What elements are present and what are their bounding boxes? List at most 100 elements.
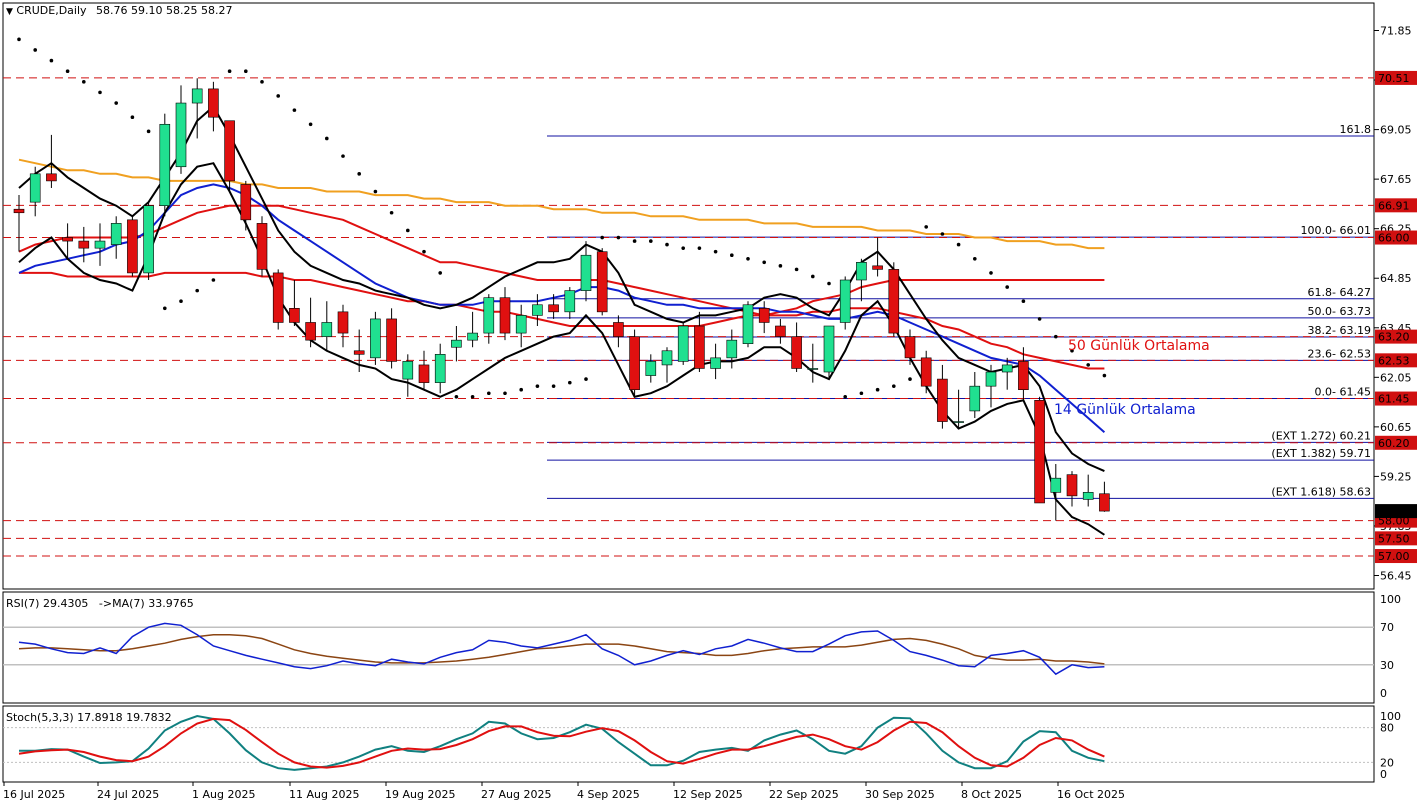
- candle-bull: [807, 368, 819, 370]
- sar-dot: [33, 48, 37, 52]
- candle-bear: [62, 237, 73, 242]
- candle-bear: [613, 322, 624, 337]
- sar-dot: [600, 235, 604, 240]
- candle-bull: [467, 332, 478, 341]
- candle-bear: [499, 297, 511, 334]
- candle-bull: [645, 361, 657, 376]
- candle-bear: [224, 120, 235, 182]
- price-level-tag-label: 66.00: [1378, 232, 1410, 245]
- fib-level-label: 100.0- 66.01: [1301, 224, 1371, 237]
- candle-bull: [159, 123, 171, 206]
- sar-dot: [422, 249, 426, 254]
- price-level-tag-label: 63.20: [1378, 331, 1410, 344]
- sar-dot: [163, 306, 167, 311]
- sar-dot: [811, 274, 815, 279]
- sar-dot: [584, 377, 588, 381]
- candle-bear: [1018, 361, 1029, 391]
- sar-dot: [535, 384, 540, 388]
- price-tick-label: 59.25: [1380, 470, 1412, 483]
- candle-bull: [483, 297, 495, 334]
- candle-bear: [46, 173, 57, 182]
- sar-dot: [98, 90, 102, 95]
- price-level-tag-label: 60.20: [1378, 437, 1410, 450]
- sar-dot: [681, 246, 685, 250]
- sar-dot: [1021, 299, 1026, 304]
- candle-bull: [580, 254, 592, 291]
- candle-bear: [353, 350, 365, 355]
- sar-dot: [551, 384, 556, 388]
- rsi-tick-label: 100: [1380, 593, 1401, 606]
- rsi-tick-label: 30: [1380, 659, 1394, 672]
- candle-bear: [386, 318, 397, 362]
- ma50-annotation: 50 Günlük Ortalama: [1068, 338, 1210, 354]
- sar-dot: [276, 94, 281, 98]
- sar-dot: [146, 129, 151, 134]
- candle-bull: [175, 102, 187, 168]
- fib-level-label: 0.0- 61.45: [1315, 386, 1371, 399]
- candle-bull: [110, 223, 122, 245]
- collapse-triangle-icon[interactable]: ▼: [6, 7, 13, 17]
- sar-dot: [859, 391, 864, 396]
- candle-bear: [418, 364, 430, 383]
- rsi-label: RSI(7) 29.4305 ->MA(7) 33.9765: [6, 597, 194, 610]
- sar-dot: [843, 394, 847, 399]
- current-price-tag: [1375, 504, 1417, 519]
- price-level-tag-label: 61.45: [1378, 393, 1410, 406]
- sar-dot: [227, 69, 232, 73]
- sar-dot: [325, 136, 329, 141]
- candle-bear: [629, 336, 640, 391]
- sar-dot: [568, 380, 572, 385]
- ma14-line: [18, 183, 1106, 433]
- sar-dot: [519, 387, 523, 392]
- sar-dot: [892, 384, 896, 388]
- sar-dot: [195, 288, 199, 293]
- candle-bull: [94, 240, 106, 249]
- x-tick-label: 11 Aug 2025: [289, 788, 359, 801]
- sar-dot: [794, 267, 799, 272]
- sar-dot: [1086, 363, 1090, 367]
- sar-dot: [697, 246, 702, 250]
- ohlc-values: 58.76 59.10 58.25 58.27: [96, 4, 233, 17]
- sar-dot: [341, 154, 345, 158]
- stoch-tick-label: 20: [1380, 756, 1394, 769]
- price-level-tag: [1375, 198, 1417, 213]
- sar-dot: [179, 299, 183, 304]
- candle-bear: [920, 357, 932, 387]
- stoch-tick-label: 80: [1380, 722, 1394, 735]
- sar-dot: [292, 108, 297, 112]
- sar-dot: [82, 80, 86, 84]
- candle-bear: [758, 308, 770, 323]
- sar-dot: [778, 264, 783, 268]
- candle-bear: [888, 269, 900, 334]
- fib-level-label: 50.0- 63.73: [1308, 305, 1371, 318]
- candle-bear: [1099, 493, 1110, 512]
- price-level-tag-label: 62.53: [1378, 354, 1410, 367]
- candle-bull: [677, 325, 689, 362]
- candle-bear: [791, 336, 802, 369]
- symbol-label: CRUDE,Daily: [16, 4, 87, 17]
- candle-bear: [240, 184, 252, 221]
- sar-dot: [649, 239, 653, 243]
- candle-bull: [823, 325, 835, 373]
- price-level-tag: [1375, 329, 1417, 344]
- x-tick-label: 16 Jul 2025: [3, 788, 65, 801]
- price-tick-label: 60.65: [1380, 421, 1412, 434]
- sar-dot: [17, 37, 21, 42]
- sar-dot: [503, 391, 507, 396]
- candle-bull: [29, 173, 41, 203]
- sar-dot: [260, 80, 264, 84]
- candle-bull: [839, 279, 851, 323]
- stoch-d-line: [18, 717, 1105, 769]
- current-price-label: 58.27: [1378, 505, 1410, 518]
- candle-bull: [515, 315, 527, 334]
- stoch-panel: [2, 705, 1375, 783]
- sar-dot: [357, 172, 362, 176]
- candle-bear: [775, 325, 786, 337]
- candle-bull: [451, 339, 462, 348]
- candle-bull: [726, 339, 738, 359]
- price-level-tag: [1375, 353, 1417, 368]
- sar-dot: [406, 228, 410, 233]
- price-level-tag-label: 57.00: [1378, 550, 1410, 563]
- sar-dot: [616, 235, 621, 240]
